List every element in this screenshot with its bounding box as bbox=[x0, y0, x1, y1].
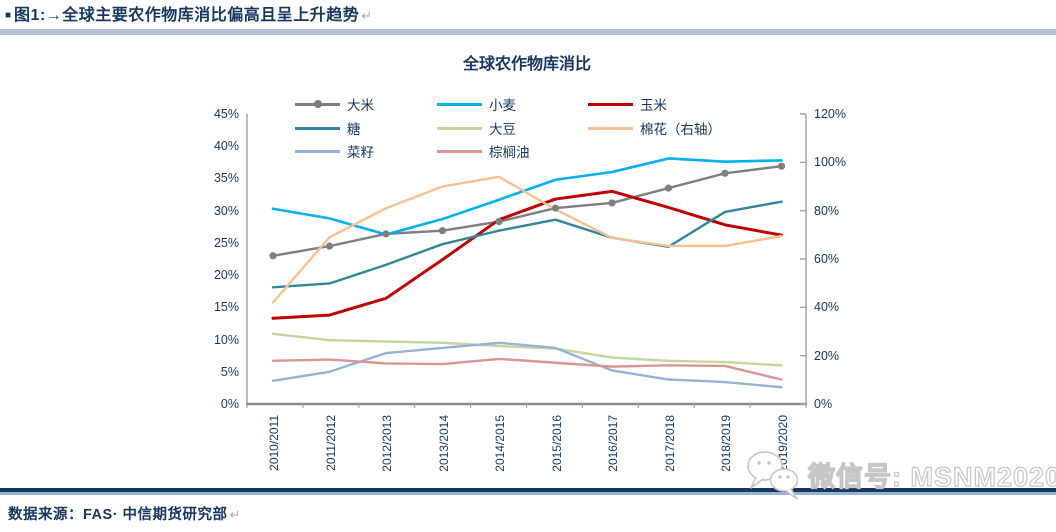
legend-label-soybean: 大豆 bbox=[489, 121, 516, 137]
y-axis-label-right: 20% bbox=[814, 348, 840, 363]
x-axis-label: 2010/2011 bbox=[267, 415, 281, 471]
legend-label-rice: 大米 bbox=[347, 98, 374, 113]
y-axis-label-left: 30% bbox=[213, 203, 239, 218]
legend-swatch-soybean bbox=[437, 120, 482, 136]
legend-swatch-cotton bbox=[588, 120, 633, 136]
marker-rice bbox=[438, 227, 447, 235]
y-axis-label-left: 15% bbox=[213, 300, 239, 315]
y-axis-label-left: 0% bbox=[220, 397, 239, 411]
marker-rice bbox=[777, 162, 786, 170]
figure-caption: ■ 图1:→全球主要农作物库消比偏高且呈上升趋势 ↵ bbox=[5, 4, 372, 28]
series-line-palm-oil bbox=[271, 357, 783, 381]
series-line-soybean bbox=[271, 332, 783, 367]
marker-rice bbox=[721, 169, 729, 177]
marker-rice bbox=[551, 204, 560, 212]
legend-label-corn: 玉米 bbox=[640, 98, 667, 113]
series-line-rice bbox=[271, 164, 783, 257]
legend-item-soybean: 大豆 bbox=[437, 120, 516, 137]
chart-title: 全球农作物库消比 bbox=[462, 56, 591, 73]
legend-item-rice: 大米 bbox=[295, 96, 374, 113]
series-line-wheat bbox=[271, 157, 783, 236]
y-axis-label-left: 5% bbox=[220, 364, 239, 379]
y-axis-label-right: 80% bbox=[814, 203, 840, 218]
legend-item-wheat: 小麦 bbox=[437, 96, 516, 113]
marker-rice bbox=[325, 242, 334, 250]
legend-item-corn: 玉米 bbox=[588, 96, 667, 113]
y-axis-label-left: 10% bbox=[213, 332, 239, 347]
y-axis-label-left: 35% bbox=[213, 171, 239, 186]
marker-rice bbox=[608, 199, 616, 207]
legend-label-palm-oil: 棕榈油 bbox=[489, 145, 530, 160]
x-axis-label: 2017/2018 bbox=[662, 415, 677, 472]
wechat-logo-icon bbox=[747, 451, 799, 500]
legend-label-rapeseed: 菜籽 bbox=[347, 145, 374, 160]
bottom-divider-navy bbox=[0, 488, 1056, 492]
x-axis-label: 2015/2016 bbox=[549, 415, 564, 472]
marker-rice bbox=[382, 230, 390, 238]
data-source-line: 数据来源：FAS· 中信期货研究部 ↵ bbox=[8, 503, 240, 527]
legend-item-palm-oil: 棕榈油 bbox=[437, 143, 530, 160]
legend-swatch-sugar bbox=[295, 120, 340, 136]
figure-title: 图1:→全球主要农作物库消比偏高且呈上升趋势 bbox=[14, 7, 360, 24]
legend-swatch-wheat bbox=[437, 96, 482, 112]
legend-swatch-rapeseed bbox=[295, 143, 340, 159]
legend-label-wheat: 小麦 bbox=[489, 98, 516, 113]
x-axis-label: 2014/2015 bbox=[493, 415, 507, 472]
bullet-square-icon: ■ bbox=[5, 10, 12, 21]
series-line-corn bbox=[271, 189, 783, 320]
y-axis-label-left: 45% bbox=[213, 107, 239, 121]
x-axis-label: 2012/2013 bbox=[380, 415, 394, 472]
data-source-text: 数据来源：FAS· 中信期货研究部 bbox=[8, 507, 228, 523]
y-axis-label-left: 20% bbox=[213, 268, 239, 283]
legend-item-rapeseed: 菜籽 bbox=[295, 143, 374, 160]
x-axis-label: 2018/2019 bbox=[719, 415, 733, 472]
series-line-cotton bbox=[271, 175, 783, 304]
x-axis-label: 2013/2014 bbox=[436, 415, 451, 472]
y-axis-label-left: 40% bbox=[213, 139, 239, 154]
legend-label-sugar: 糖 bbox=[347, 121, 361, 137]
legend-swatch-palm-oil bbox=[437, 143, 482, 159]
paragraph-return-icon: ↵ bbox=[361, 8, 373, 23]
legend-item-cotton: 棉花（右轴） bbox=[588, 120, 721, 137]
y-axis-label-left: 25% bbox=[213, 235, 239, 250]
marker-rice bbox=[495, 218, 503, 226]
x-axis-label: 2016/2017 bbox=[606, 415, 620, 472]
y-axis-label-right: 120% bbox=[814, 107, 846, 121]
marker-rice bbox=[664, 184, 673, 192]
x-axis-label: 2011/2012 bbox=[323, 415, 338, 471]
bottom-divider-blue bbox=[0, 492, 1056, 495]
wechat-watermark: 微信号: MSNM2020 bbox=[742, 447, 1056, 501]
y-axis-label-right: 40% bbox=[814, 300, 840, 315]
legend-item-sugar: 糖 bbox=[295, 120, 361, 137]
marker-rice bbox=[269, 252, 277, 260]
wechat-id-text: 微信号: MSNM2020 bbox=[807, 461, 1056, 492]
y-axis-label-right: 100% bbox=[814, 155, 846, 170]
legend-label-cotton: 棉花（右轴） bbox=[640, 121, 721, 137]
top-divider bbox=[0, 29, 1056, 35]
series-line-sugar bbox=[271, 200, 783, 289]
paragraph-return-icon: ↵ bbox=[229, 507, 241, 522]
y-axis-label-right: 60% bbox=[814, 252, 840, 266]
legend-swatch-corn bbox=[588, 96, 633, 112]
legend-swatch-rice bbox=[295, 96, 340, 112]
y-axis-label-right: 0% bbox=[814, 397, 833, 411]
